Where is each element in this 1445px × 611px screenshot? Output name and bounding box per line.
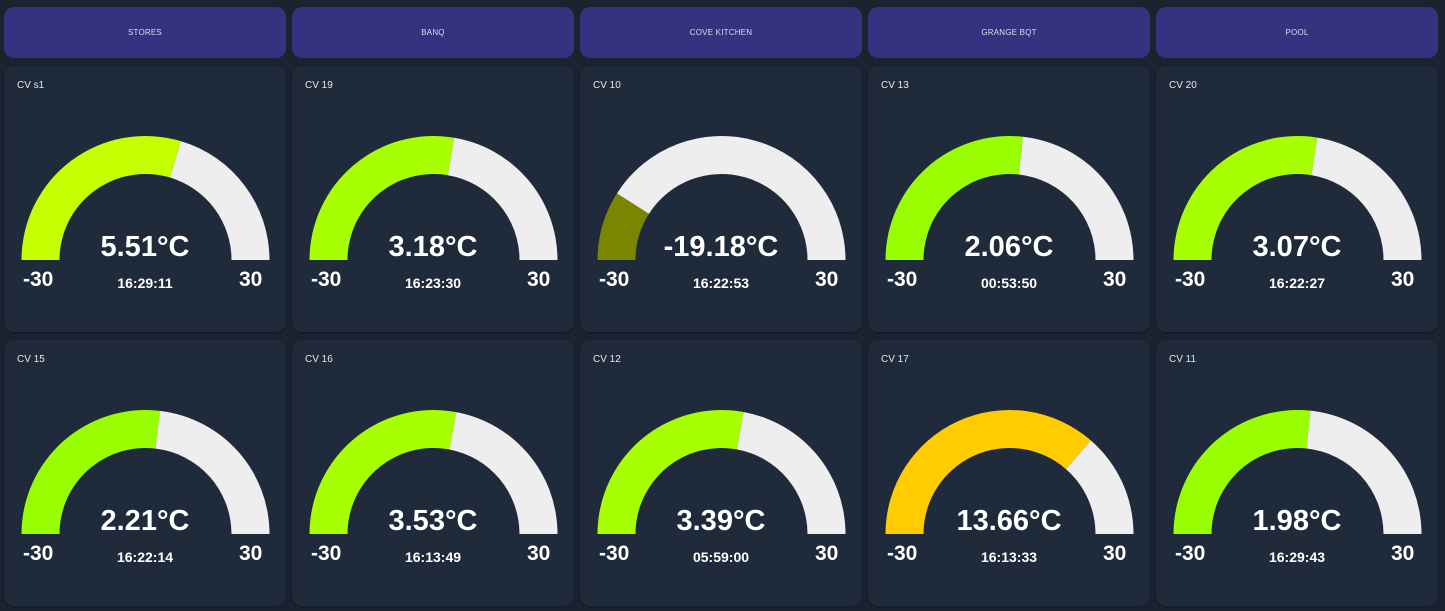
gauge-card: CV s1 5.51°C 16:29:11 -30 30 xyxy=(4,66,286,332)
gauge-fill xyxy=(21,136,181,260)
gauge-fill xyxy=(309,410,457,534)
gauge-max-label: 30 xyxy=(527,268,551,291)
gauge-fill xyxy=(885,136,1023,260)
gauge-value: 3.07°C xyxy=(1252,231,1342,263)
gauge-card: CV 13 2.06°C 00:53:50 -30 30 xyxy=(868,66,1150,332)
gauge-track xyxy=(169,141,270,260)
gauge-timestamp: 16:22:27 xyxy=(1268,275,1326,291)
gauge-track xyxy=(1311,137,1422,260)
gauge-timestamp: 00:53:50 xyxy=(980,275,1038,291)
gauge-arc xyxy=(21,136,270,260)
gauge-title: CV 19 xyxy=(305,80,333,91)
gauge-title: CV 11 xyxy=(1169,354,1197,365)
gauge-value: -19.18°C xyxy=(663,231,779,263)
gauge-max-label: 30 xyxy=(1391,268,1415,291)
gauge-value: 1.98°C xyxy=(1252,505,1342,537)
gauge-track xyxy=(1018,136,1134,260)
gauge-fill xyxy=(1173,136,1318,260)
gauge-track xyxy=(447,137,558,260)
gauge-arc xyxy=(885,136,1134,260)
gauge-value: 3.53°C xyxy=(388,505,478,537)
gauge-title: CV 16 xyxy=(305,354,333,365)
gauge-min-label: -30 xyxy=(887,268,918,291)
gauge-max-label: 30 xyxy=(239,268,263,291)
tab-banq[interactable]: BANQ xyxy=(292,7,574,58)
gauge-title: CV 12 xyxy=(593,354,621,365)
gauge-fill xyxy=(597,410,744,534)
gauge-min-label: -30 xyxy=(311,268,342,291)
gauge-timestamp: 16:22:53 xyxy=(692,275,750,291)
gauge-arc xyxy=(309,410,558,534)
gauge-grid: CV s1 5.51°C 16:29:11 -30 30 CV 19 3.18°… xyxy=(4,66,1438,606)
gauge-timestamp: 16:29:11 xyxy=(117,275,173,291)
gauge-timestamp: 05:59:00 xyxy=(692,549,750,565)
gauge-fill xyxy=(1173,410,1311,534)
gauge-timestamp: 16:23:30 xyxy=(404,275,462,291)
tab-stores[interactable]: STORES xyxy=(4,7,286,58)
gauge-min-label: -30 xyxy=(887,542,918,565)
gauge-min-label: -30 xyxy=(599,268,630,291)
gauge-card: CV 11 1.98°C 16:29:43 -30 30 xyxy=(1156,340,1438,606)
gauge-track xyxy=(616,135,846,260)
gauge-max-label: 30 xyxy=(239,542,263,565)
gauge-value: 3.39°C xyxy=(676,505,766,537)
gauge-arc xyxy=(597,135,846,260)
gauge-card: CV 19 3.18°C 16:23:30 -30 30 xyxy=(292,66,574,332)
gauge-arc xyxy=(1173,136,1422,260)
gauge-track xyxy=(736,411,846,534)
gauge-max-label: 30 xyxy=(815,268,839,291)
gauge-fill xyxy=(885,410,1091,534)
gauge-track xyxy=(1065,440,1134,534)
gauge-arc xyxy=(597,410,846,534)
gauge-value: 3.18°C xyxy=(388,231,478,263)
gauge-fill xyxy=(21,410,160,534)
gauge-max-label: 30 xyxy=(815,542,839,565)
gauge-arc xyxy=(21,410,270,534)
tab-cove-kitchen[interactable]: COVE KITCHEN xyxy=(580,7,862,58)
gauge-timestamp: 16:29:43 xyxy=(1268,549,1326,565)
gauge-max-label: 30 xyxy=(1391,542,1415,565)
gauge-arc xyxy=(1173,410,1422,534)
gauge-title: CV 17 xyxy=(881,354,909,365)
tab-pool[interactable]: POOL xyxy=(1156,7,1438,58)
gauge-value: 5.51°C xyxy=(100,231,190,263)
gauge-title: CV 15 xyxy=(17,354,45,365)
gauge-min-label: -30 xyxy=(1175,268,1206,291)
gauge-fill xyxy=(309,136,455,260)
gauge-card: CV 20 3.07°C 16:22:27 -30 30 xyxy=(1156,66,1438,332)
gauge-min-label: -30 xyxy=(23,542,54,565)
gauge-max-label: 30 xyxy=(527,542,551,565)
gauge-card: CV 17 13.66°C 16:13:33 -30 30 xyxy=(868,340,1150,606)
gauge-title: CV 20 xyxy=(1169,80,1197,91)
gauge-max-label: 30 xyxy=(1103,542,1127,565)
gauge-track xyxy=(1306,410,1422,534)
gauge-card: CV 15 2.21°C 16:22:14 -30 30 xyxy=(4,340,286,606)
gauge-timestamp: 16:13:49 xyxy=(404,549,462,565)
gauge-min-label: -30 xyxy=(599,542,630,565)
gauge-max-label: 30 xyxy=(1103,268,1127,291)
tab-grange-bqt[interactable]: GRANGE BQT xyxy=(868,7,1150,58)
gauge-fill xyxy=(597,193,649,260)
gauge-value: 13.66°C xyxy=(956,505,1062,537)
gauge-timestamp: 16:13:33 xyxy=(980,549,1038,565)
gauge-title: CV s1 xyxy=(17,80,45,91)
gauge-card: CV 10 -19.18°C 16:22:53 -30 30 xyxy=(580,66,862,332)
gauge-timestamp: 16:22:14 xyxy=(116,549,174,565)
gauge-min-label: -30 xyxy=(23,268,54,291)
gauge-value: 2.21°C xyxy=(100,505,190,537)
gauge-title: CV 13 xyxy=(881,80,909,91)
gauge-value: 2.06°C xyxy=(964,231,1054,263)
gauge-min-label: -30 xyxy=(1175,542,1206,565)
gauge-title: CV 10 xyxy=(593,80,621,91)
gauge-card: CV 12 3.39°C 05:59:00 -30 30 xyxy=(580,340,862,606)
gauge-track xyxy=(449,412,558,534)
gauge-card: CV 16 3.53°C 16:13:49 -30 30 xyxy=(292,340,574,606)
gauge-track xyxy=(155,410,270,534)
location-tabs: STORES BANQ COVE KITCHEN GRANGE BQT POOL xyxy=(4,7,1438,58)
gauge-arc xyxy=(309,136,558,260)
gauge-min-label: -30 xyxy=(311,542,342,565)
gauge-arc xyxy=(885,410,1134,534)
